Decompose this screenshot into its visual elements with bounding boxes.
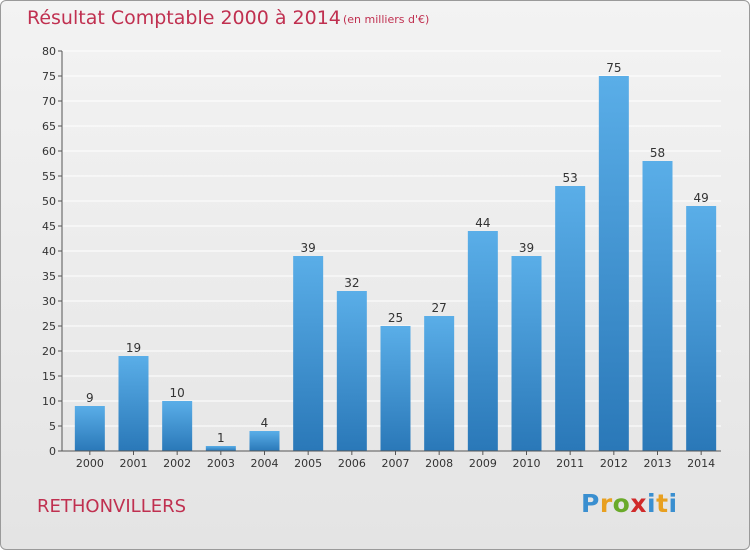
x-tick-label-2009: 2009: [469, 457, 497, 470]
x-tick-label-2000: 2000: [76, 457, 104, 470]
y-tick-label: 55: [42, 170, 56, 183]
x-tick-label-2014: 2014: [687, 457, 715, 470]
x-tick-label-2004: 2004: [251, 457, 279, 470]
bar-2002: [162, 401, 193, 451]
bar-2014: [686, 206, 717, 451]
x-tick-label-2007: 2007: [382, 457, 410, 470]
bar-2013: [642, 161, 673, 451]
value-label-2002: 10: [170, 386, 185, 400]
y-tick-label: 10: [42, 395, 56, 408]
value-label-2009: 44: [475, 216, 490, 230]
y-tick-label: 15: [42, 370, 56, 383]
value-label-2013: 58: [650, 146, 665, 160]
y-tick-label: 35: [42, 270, 56, 283]
x-tick-label-2006: 2006: [338, 457, 366, 470]
chart-subtitle: (en milliers d'€): [343, 13, 430, 26]
bars: [74, 76, 717, 451]
bar-2012: [598, 76, 629, 451]
value-label-2004: 4: [261, 416, 269, 430]
value-label-2003: 1: [217, 431, 225, 445]
value-label-2014: 49: [694, 191, 709, 205]
y-tick-label: 65: [42, 120, 56, 133]
y-tick-label: 40: [42, 245, 56, 258]
chart-title: Résultat Comptable 2000 à 2014: [27, 7, 341, 29]
value-label-2011: 53: [563, 171, 578, 185]
y-tick-label: 60: [42, 145, 56, 158]
value-label-2010: 39: [519, 241, 534, 255]
value-label-2005: 39: [301, 241, 316, 255]
y-tick-label: 70: [42, 95, 56, 108]
x-tick-label-2008: 2008: [425, 457, 453, 470]
bar-2006: [336, 291, 367, 451]
value-label-2007: 25: [388, 311, 403, 325]
y-tick-label: 25: [42, 320, 56, 333]
bar-2003: [205, 446, 236, 451]
value-labels: 9 19 10 1 4 39 32 25 27 44 39 53 75 58 49: [86, 61, 709, 445]
proxiti-logo: Proxiti: [581, 489, 678, 518]
value-label-2006: 32: [344, 276, 359, 290]
bar-2011: [555, 186, 586, 451]
x-tick-label-2011: 2011: [556, 457, 584, 470]
bar-2007: [380, 326, 411, 451]
y-tick-label: 30: [42, 295, 56, 308]
commune-name: RETHONVILLERS: [37, 496, 187, 517]
x-tick-label-2010: 2010: [513, 457, 541, 470]
y-tick-label: 20: [42, 345, 56, 358]
value-label-2008: 27: [432, 301, 447, 315]
bar-2008: [424, 316, 455, 451]
axes: 0 5 10 15 20 25 30 35 40 45 50 55 60 65 70 75 80 2000 2001…: [42, 45, 721, 470]
y-tick-label: 0: [49, 445, 56, 458]
value-label-2012: 75: [606, 61, 621, 75]
y-tick-label: 45: [42, 220, 56, 233]
x-tick-label-2003: 2003: [207, 457, 235, 470]
value-label-2001: 19: [126, 341, 141, 355]
x-tick-label-2012: 2012: [600, 457, 628, 470]
x-tick-label-2005: 2005: [294, 457, 322, 470]
bar-2005: [293, 256, 324, 451]
bar-2001: [118, 356, 149, 451]
bar-2000: [74, 406, 105, 451]
y-tick-label: 80: [42, 45, 56, 58]
y-tick-label: 50: [42, 195, 56, 208]
x-tick-label-2002: 2002: [163, 457, 191, 470]
y-tick-label: 75: [42, 70, 56, 83]
x-tick-label-2001: 2001: [120, 457, 148, 470]
bar-2010: [511, 256, 542, 451]
bar-2009: [467, 231, 498, 451]
value-label-2000: 9: [86, 391, 94, 405]
x-tick-label-2013: 2013: [644, 457, 672, 470]
bar-2004: [249, 431, 280, 451]
y-tick-label: 5: [49, 420, 56, 433]
